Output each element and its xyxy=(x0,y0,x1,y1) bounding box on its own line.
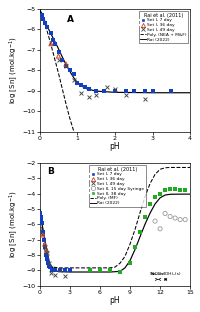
Point xyxy=(41,229,44,234)
Point xyxy=(183,217,186,222)
Point xyxy=(79,82,82,87)
Point xyxy=(57,49,60,54)
Point xyxy=(46,260,49,265)
Point xyxy=(124,92,127,97)
Point xyxy=(43,245,46,250)
Point xyxy=(94,92,97,97)
Point xyxy=(75,80,79,85)
Point xyxy=(53,41,56,46)
Point xyxy=(49,271,52,276)
X-axis label: pH: pH xyxy=(109,142,120,151)
Y-axis label: log [Sn] (mol.kg$^{-1}$): log [Sn] (mol.kg$^{-1}$) xyxy=(7,37,20,104)
Point xyxy=(72,72,75,77)
Point xyxy=(57,57,60,62)
Point xyxy=(42,17,45,22)
Point xyxy=(133,245,136,250)
Point xyxy=(64,62,67,67)
Point xyxy=(58,268,61,273)
Point xyxy=(102,88,105,93)
Point xyxy=(47,263,50,268)
Point xyxy=(44,21,47,26)
Point xyxy=(48,265,51,270)
Point xyxy=(41,232,44,237)
Point xyxy=(60,57,64,62)
Point xyxy=(183,188,186,193)
Point xyxy=(169,88,172,93)
Text: SnO₂(c): SnO₂(c) xyxy=(149,271,165,275)
Point xyxy=(64,64,67,69)
Point xyxy=(45,257,48,262)
Point xyxy=(53,272,56,277)
Point xyxy=(79,90,82,95)
Point xyxy=(105,84,108,89)
Point xyxy=(44,252,47,257)
Point xyxy=(40,220,43,225)
Point xyxy=(45,25,49,30)
Point xyxy=(83,84,86,89)
Point xyxy=(124,88,127,93)
Point xyxy=(178,188,181,193)
Point xyxy=(178,217,181,222)
Point xyxy=(108,268,111,273)
Point xyxy=(138,229,141,234)
Point xyxy=(50,268,53,273)
Point xyxy=(49,31,52,36)
Point xyxy=(163,211,166,216)
Point xyxy=(40,12,43,17)
Point xyxy=(47,260,50,265)
Point xyxy=(143,214,146,219)
Point xyxy=(148,202,151,207)
Y-axis label: log [Sn] (mol.kg$^{-1}$): log [Sn] (mol.kg$^{-1}$) xyxy=(7,190,20,258)
Point xyxy=(88,268,91,273)
Point xyxy=(168,214,171,219)
Point xyxy=(173,187,176,192)
Point xyxy=(45,251,48,256)
Point xyxy=(158,226,161,231)
Point xyxy=(163,188,166,193)
Point xyxy=(42,237,45,242)
Point xyxy=(39,214,42,219)
Point xyxy=(153,194,156,199)
Point xyxy=(63,274,66,279)
Point xyxy=(113,88,116,93)
Point xyxy=(72,78,75,83)
Point xyxy=(57,53,60,58)
Point xyxy=(87,94,90,99)
Legend: Set I, 7 day, Set I, 36 day, Set I, 49 day, Set II, 15 day Syringe, Set II, 38 d: Set I, 7 day, Set I, 36 day, Set I, 49 d… xyxy=(88,165,145,207)
Text: B: B xyxy=(47,167,54,176)
Point xyxy=(118,269,121,274)
Point xyxy=(38,211,42,216)
Point xyxy=(58,268,61,273)
Point xyxy=(51,37,54,42)
Point xyxy=(153,219,156,224)
X-axis label: pH: pH xyxy=(109,296,120,305)
Text: A: A xyxy=(66,15,73,24)
Point xyxy=(94,88,97,93)
Point xyxy=(150,88,153,93)
Point xyxy=(158,191,161,196)
Point xyxy=(131,88,135,93)
Point xyxy=(43,245,46,250)
Point xyxy=(143,88,146,93)
Point xyxy=(168,187,171,192)
Point xyxy=(45,248,48,253)
Point xyxy=(68,268,71,273)
Point xyxy=(68,68,71,73)
Point xyxy=(39,217,43,222)
Point xyxy=(49,41,52,46)
Point xyxy=(128,260,131,265)
Point xyxy=(113,86,116,91)
Legend: Set I, 7 day, Set I, 36 day, Set I, 49 day, Poly. (NEA + M&F), Rai (2022): Set I, 7 day, Set I, 36 day, Set I, 49 d… xyxy=(138,11,187,43)
Point xyxy=(143,96,146,101)
Point xyxy=(53,268,56,273)
Point xyxy=(43,241,46,246)
Point xyxy=(98,268,101,273)
Point xyxy=(64,64,67,69)
Text: Na₂Sn(OH)₆(s): Na₂Sn(OH)₆(s) xyxy=(150,271,180,275)
Point xyxy=(63,268,66,273)
Point xyxy=(173,216,176,221)
Point xyxy=(87,86,90,91)
